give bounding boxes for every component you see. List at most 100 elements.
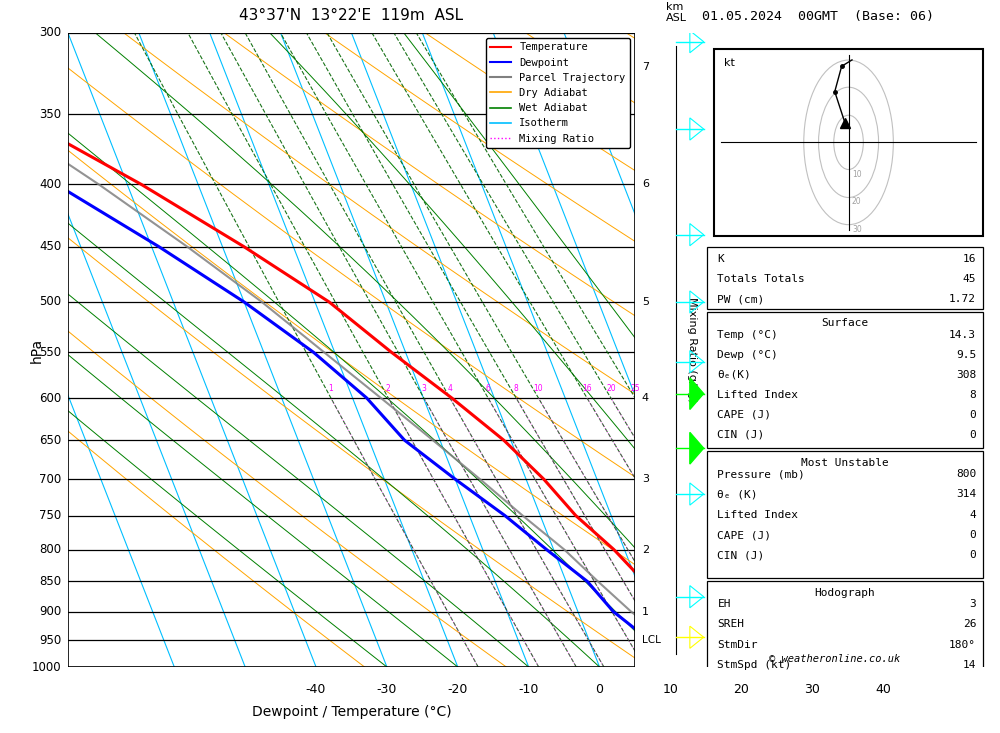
Text: 314: 314 — [956, 490, 976, 499]
Text: 1: 1 — [329, 384, 333, 393]
Text: 30: 30 — [852, 224, 862, 234]
Text: 500: 500 — [39, 295, 61, 309]
Text: Lifted Index: Lifted Index — [717, 509, 798, 520]
Text: 2: 2 — [642, 545, 649, 555]
Text: 308: 308 — [956, 370, 976, 380]
Text: 2: 2 — [386, 384, 391, 393]
Text: 900: 900 — [39, 605, 61, 618]
Polygon shape — [690, 377, 704, 410]
Text: 10: 10 — [534, 384, 543, 393]
Text: Totals Totals: Totals Totals — [717, 274, 805, 284]
Text: 1: 1 — [642, 606, 649, 616]
Text: 0: 0 — [969, 430, 976, 440]
Bar — [707, 581, 983, 686]
Text: 43°37'N  13°22'E  119m  ASL: 43°37'N 13°22'E 119m ASL — [239, 9, 464, 23]
Text: SREH: SREH — [717, 619, 744, 630]
Text: 400: 400 — [39, 178, 61, 191]
Text: 7: 7 — [642, 62, 649, 72]
Text: 20: 20 — [606, 384, 616, 393]
Text: 20: 20 — [733, 683, 749, 696]
Text: 3: 3 — [642, 474, 649, 485]
Text: 0: 0 — [596, 683, 604, 696]
Text: 10: 10 — [662, 683, 678, 696]
Text: 30: 30 — [804, 683, 820, 696]
Text: 14.3: 14.3 — [949, 330, 976, 339]
Text: Dewpoint / Temperature (°C): Dewpoint / Temperature (°C) — [252, 705, 451, 719]
Text: Dewp (°C): Dewp (°C) — [717, 350, 778, 360]
Text: 0: 0 — [969, 550, 976, 560]
Text: -10: -10 — [518, 683, 539, 696]
Text: km
ASL: km ASL — [666, 2, 687, 23]
Text: Lifted Index: Lifted Index — [717, 390, 798, 400]
Text: 4: 4 — [969, 509, 976, 520]
Text: 01.05.2024  00GMT  (Base: 06): 01.05.2024 00GMT (Base: 06) — [702, 10, 934, 23]
Polygon shape — [690, 432, 704, 464]
Bar — [707, 247, 983, 309]
Text: 700: 700 — [39, 473, 61, 486]
Text: CAPE (J): CAPE (J) — [717, 410, 771, 420]
Text: 1.72: 1.72 — [949, 294, 976, 304]
Text: Hodograph: Hodograph — [815, 588, 875, 598]
Text: LCL: LCL — [642, 635, 661, 645]
Text: K: K — [717, 254, 724, 264]
Legend: Temperature, Dewpoint, Parcel Trajectory, Dry Adiabat, Wet Adiabat, Isotherm, Mi: Temperature, Dewpoint, Parcel Trajectory… — [486, 38, 630, 148]
Text: 0: 0 — [969, 530, 976, 540]
Text: 950: 950 — [39, 633, 61, 647]
Text: 26: 26 — [963, 619, 976, 630]
Text: 8: 8 — [969, 390, 976, 400]
Text: 6: 6 — [642, 180, 649, 190]
Text: 40: 40 — [875, 683, 891, 696]
Text: kt: kt — [724, 59, 735, 68]
Text: 5: 5 — [642, 297, 649, 307]
Text: Surface: Surface — [821, 318, 869, 328]
Text: 0: 0 — [969, 410, 976, 420]
Text: StmDir: StmDir — [717, 640, 758, 649]
Text: θₑ (K): θₑ (K) — [717, 490, 758, 499]
Text: 10: 10 — [852, 169, 862, 179]
Text: 16: 16 — [963, 254, 976, 264]
Text: hPa: hPa — [30, 337, 44, 363]
Text: EH: EH — [717, 599, 731, 609]
Text: 450: 450 — [39, 240, 61, 253]
Text: Pressure (mb): Pressure (mb) — [717, 469, 805, 479]
Text: © weatheronline.co.uk: © weatheronline.co.uk — [769, 654, 900, 664]
Bar — [707, 452, 983, 578]
Text: 1000: 1000 — [32, 660, 61, 674]
Text: 300: 300 — [39, 26, 61, 40]
Text: 3: 3 — [421, 384, 426, 393]
Text: 9.5: 9.5 — [956, 350, 976, 360]
Text: 14: 14 — [963, 660, 976, 670]
Text: 800: 800 — [956, 469, 976, 479]
Text: CAPE (J): CAPE (J) — [717, 530, 771, 540]
Text: PW (cm): PW (cm) — [717, 294, 765, 304]
Text: CIN (J): CIN (J) — [717, 550, 765, 560]
Text: 20: 20 — [852, 197, 862, 207]
Text: 16: 16 — [582, 384, 592, 393]
Text: 4: 4 — [447, 384, 452, 393]
Text: 800: 800 — [39, 543, 61, 556]
Text: Most Unstable: Most Unstable — [801, 458, 889, 468]
Text: 350: 350 — [39, 108, 61, 121]
Bar — [707, 312, 983, 449]
Text: -40: -40 — [306, 683, 326, 696]
Bar — [714, 49, 983, 236]
Text: 3: 3 — [969, 599, 976, 609]
Text: Mixing Ratio (g/kg): Mixing Ratio (g/kg) — [687, 297, 697, 403]
Text: -20: -20 — [448, 683, 468, 696]
Text: Temp (°C): Temp (°C) — [717, 330, 778, 339]
Text: 750: 750 — [39, 509, 61, 522]
Text: 45: 45 — [963, 274, 976, 284]
Text: 180°: 180° — [949, 640, 976, 649]
Text: -30: -30 — [377, 683, 397, 696]
Text: StmSpd (kt): StmSpd (kt) — [717, 660, 792, 670]
Text: 850: 850 — [39, 575, 61, 588]
Text: CIN (J): CIN (J) — [717, 430, 765, 440]
Text: 8: 8 — [514, 384, 518, 393]
Text: 600: 600 — [39, 391, 61, 405]
Text: 4: 4 — [642, 393, 649, 403]
Text: θₑ(K): θₑ(K) — [717, 370, 751, 380]
Text: 25: 25 — [630, 384, 640, 393]
Text: 650: 650 — [39, 434, 61, 446]
Text: 550: 550 — [39, 346, 61, 358]
Text: 6: 6 — [486, 384, 491, 393]
